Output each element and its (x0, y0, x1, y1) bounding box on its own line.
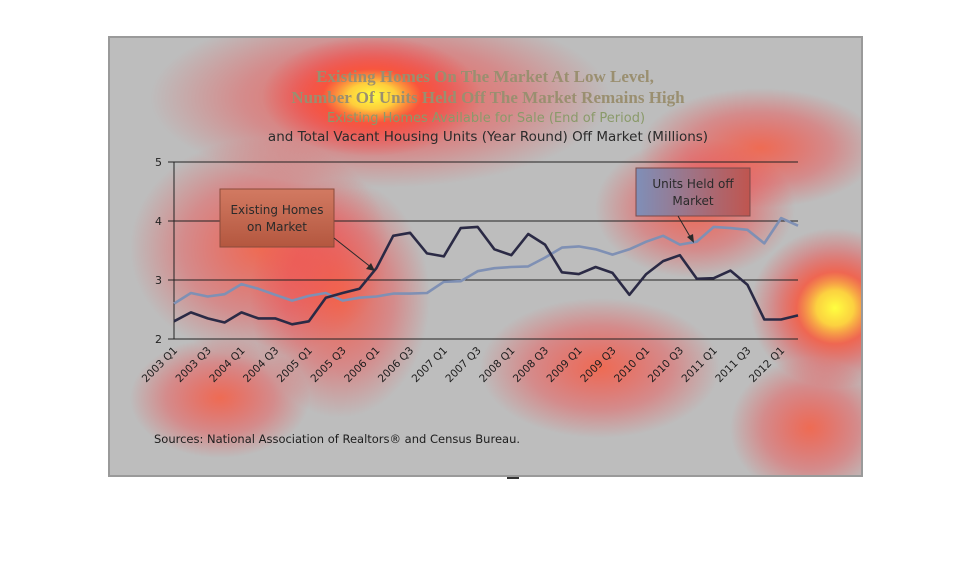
y-tick-label: 3 (155, 274, 162, 287)
annotation-arrowhead-existing-homes (366, 263, 375, 271)
x-tick-label: 2007 Q3 (443, 345, 483, 385)
annotation-arrowhead-units-held (687, 234, 694, 243)
chart-title-line1: Existing Homes On The Market At Low Leve… (316, 67, 654, 86)
chart-subtitle-2: and Total Vacant Housing Units (Year Rou… (268, 129, 708, 145)
series-lines (173, 216, 799, 326)
chart-source-note: Sources: National Association of Realtor… (154, 432, 520, 446)
y-tick-label: 5 (155, 156, 162, 169)
annotation-units-held-line1: Units Held off (652, 177, 734, 191)
y-tick-label: 2 (155, 333, 162, 346)
annotation-existing-homes: Existing Homes on Market (219, 188, 375, 271)
chart-svg: Existing Homes On The Market At Low Leve… (130, 38, 861, 475)
chart-title-line2: Number Of Units Held Off The Market Rema… (291, 88, 685, 107)
y-axis: 2 3 4 5 (155, 156, 162, 346)
annotation-existing-homes-line1: Existing Homes (230, 203, 323, 217)
grid (168, 161, 798, 340)
annotation-box-existing-homes (219, 188, 335, 248)
chart-frame: Existing Homes On The Market At Low Leve… (108, 36, 863, 477)
annotation-existing-homes-line2: on Market (247, 220, 307, 234)
series-line-units-held-off-market (173, 216, 799, 305)
annotation-units-held-line2: Market (672, 194, 714, 208)
annotation-box-units-held (635, 167, 751, 217)
underline-mark (507, 477, 519, 479)
annotation-arrow-existing-homes (333, 237, 373, 269)
annotation-units-held: Units Held off Market (635, 167, 751, 243)
chart-subtitle-1: Existing Homes Available for Sale (End o… (327, 111, 645, 126)
y-tick-label: 4 (155, 215, 162, 228)
series-line-existing-homes-on-market (173, 225, 799, 326)
